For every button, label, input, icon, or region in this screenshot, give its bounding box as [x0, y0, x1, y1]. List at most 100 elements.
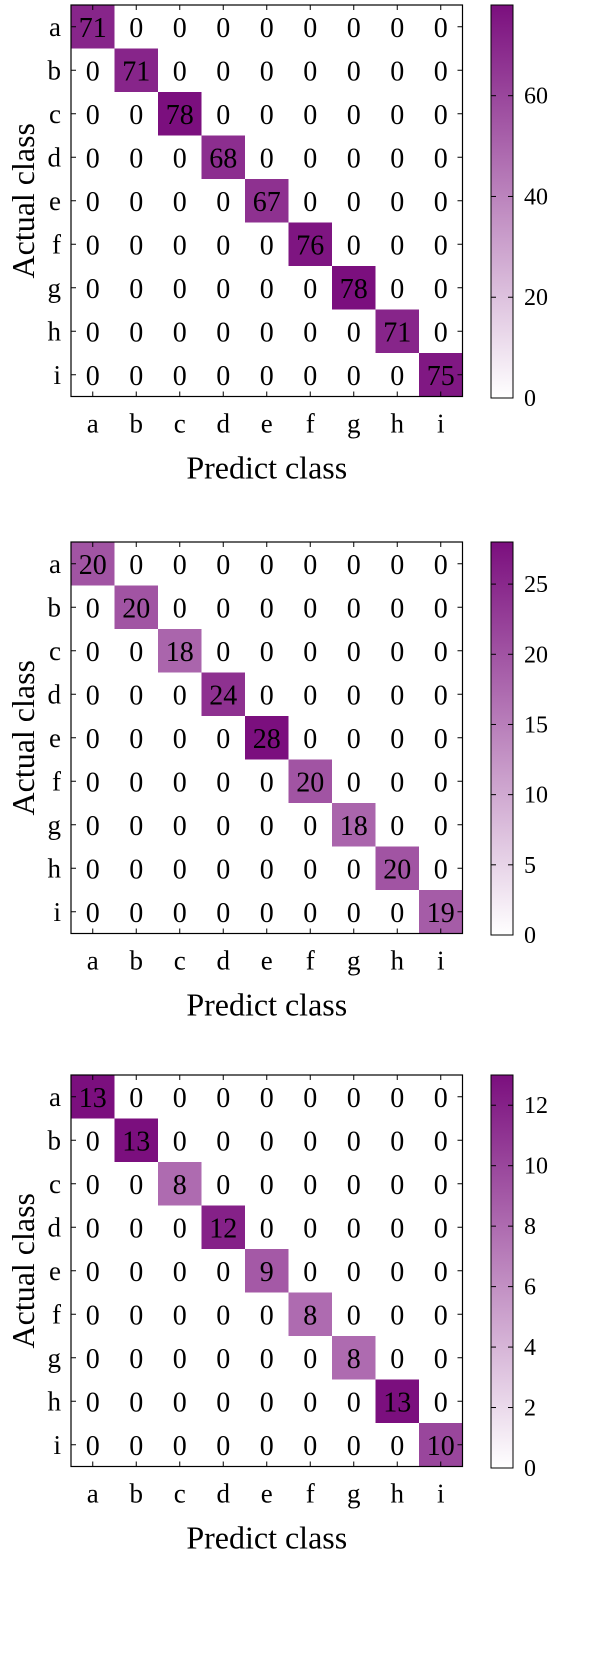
matrix-cell [375, 716, 419, 760]
cell-value: 0 [390, 637, 404, 668]
confusion-matrix-3: 13 0 0 0 0 0 0 0 00 13 0 0 0 0 0 0 00 0 8 0 0 0 0 0 00 0 0 12 0 0 0 0 00… [5, 1074, 548, 1556]
matrix-cell [245, 179, 289, 223]
cell-value: 0 [216, 1344, 230, 1375]
x-axis-label: Predict class [186, 1520, 347, 1556]
matrix-cell [158, 1292, 202, 1336]
cell-value: 13 [79, 1083, 107, 1114]
x-axis-label: Predict class [186, 987, 347, 1023]
matrix-cell [288, 1336, 332, 1380]
cell-value: 9 [260, 1257, 274, 1288]
cell-value: 0 [129, 550, 143, 581]
cell-value: 0 [347, 187, 361, 218]
matrix-cell [375, 48, 419, 92]
colorbar-tick-label: 15 [524, 712, 548, 738]
matrix-cell [71, 890, 115, 934]
matrix-cell [158, 1162, 202, 1206]
cell-value: 0 [86, 56, 100, 87]
matrix-cell [375, 266, 419, 310]
matrix-cell [288, 1205, 332, 1249]
cell-value: 67 [253, 187, 281, 218]
matrix-cell [419, 846, 463, 890]
cell-value: 0 [129, 1083, 143, 1114]
matrix-cell [332, 222, 376, 266]
matrix-cell [288, 759, 332, 803]
x-tick-label: g [347, 409, 361, 439]
matrix-cell [114, 1249, 158, 1293]
cell-value: 0 [303, 550, 317, 581]
cell-value: 0 [260, 854, 274, 885]
x-tick-label: c [174, 946, 186, 976]
colorbar [490, 1074, 514, 1469]
matrix-cell [332, 1249, 376, 1293]
cell-value: 0 [260, 143, 274, 174]
cell-value: 0 [303, 13, 317, 44]
cell-value: 0 [86, 1126, 100, 1157]
cell-value: 0 [260, 1387, 274, 1418]
matrix-cell [245, 1336, 289, 1380]
cell-value: 0 [434, 230, 448, 261]
matrix-cell [332, 1205, 376, 1249]
matrix-cell [288, 716, 332, 760]
colorbar-tick-label: 20 [524, 642, 548, 668]
cell-value: 0 [390, 898, 404, 929]
matrix-cell [201, 672, 245, 716]
cell-value: 24 [209, 680, 237, 711]
cell-value: 0 [390, 1083, 404, 1114]
matrix-cell [419, 716, 463, 760]
matrix-cell [245, 48, 289, 92]
matrix-cell [375, 585, 419, 629]
cell-value: 0 [390, 724, 404, 755]
matrix-cell [114, 672, 158, 716]
cell-value: 0 [86, 898, 100, 929]
matrix-cell [419, 179, 463, 223]
x-tick-label: c [174, 409, 186, 439]
matrix-cell [201, 1205, 245, 1249]
cell-value: 0 [260, 637, 274, 668]
matrix-cell [201, 803, 245, 847]
cell-value: 0 [129, 1300, 143, 1331]
x-tick-label: i [437, 946, 445, 976]
colorbar-tick-label: 0 [524, 923, 536, 949]
y-tick-label: e [49, 723, 61, 753]
matrix-cell [375, 1205, 419, 1249]
matrix-cell [288, 1162, 332, 1206]
cell-value: 0 [303, 1344, 317, 1375]
cell-value: 0 [173, 1083, 187, 1114]
matrix-cell [71, 759, 115, 803]
cell-value: 0 [434, 1257, 448, 1288]
cell-value: 0 [260, 1083, 274, 1114]
cell-value: 0 [303, 274, 317, 305]
cell-value: 0 [216, 1431, 230, 1462]
cell-value: 0 [347, 361, 361, 392]
cell-value: 0 [173, 143, 187, 174]
matrix-cell [288, 1118, 332, 1162]
matrix-cell [245, 1423, 289, 1467]
cell-value: 0 [347, 1126, 361, 1157]
matrix-cell [201, 92, 245, 136]
cell-value: 76 [296, 230, 324, 261]
matrix-cell [114, 5, 158, 49]
matrix-cell [419, 672, 463, 716]
colorbar-tick-label: 12 [524, 1093, 548, 1119]
matrix-cell [71, 1205, 115, 1249]
cell-value: 0 [303, 1213, 317, 1244]
cell-value: 0 [260, 593, 274, 624]
cell-value: 0 [303, 1257, 317, 1288]
cell-value: 20 [79, 550, 107, 581]
matrix-cell [114, 716, 158, 760]
colorbar-tick-label: 25 [524, 572, 548, 598]
cell-value: 0 [303, 100, 317, 131]
matrix-cell [245, 629, 289, 673]
cell-value: 0 [216, 1126, 230, 1157]
cell-value: 0 [347, 724, 361, 755]
cell-value: 0 [347, 317, 361, 348]
matrix-cell [201, 1336, 245, 1380]
matrix-cell [245, 1205, 289, 1249]
cell-value: 0 [303, 593, 317, 624]
confusion-matrix-2: 20 0 0 0 0 0 0 0 00 20 0 0 0 0 0 0 00 0 18 0 0 0 0 0 00 0 0 24 0 0 0 0 0… [5, 541, 548, 1023]
cell-value: 0 [216, 56, 230, 87]
matrix-cell [375, 542, 419, 586]
cell-value: 0 [173, 898, 187, 929]
matrix-cell [201, 1249, 245, 1293]
matrix-cell [419, 1336, 463, 1380]
